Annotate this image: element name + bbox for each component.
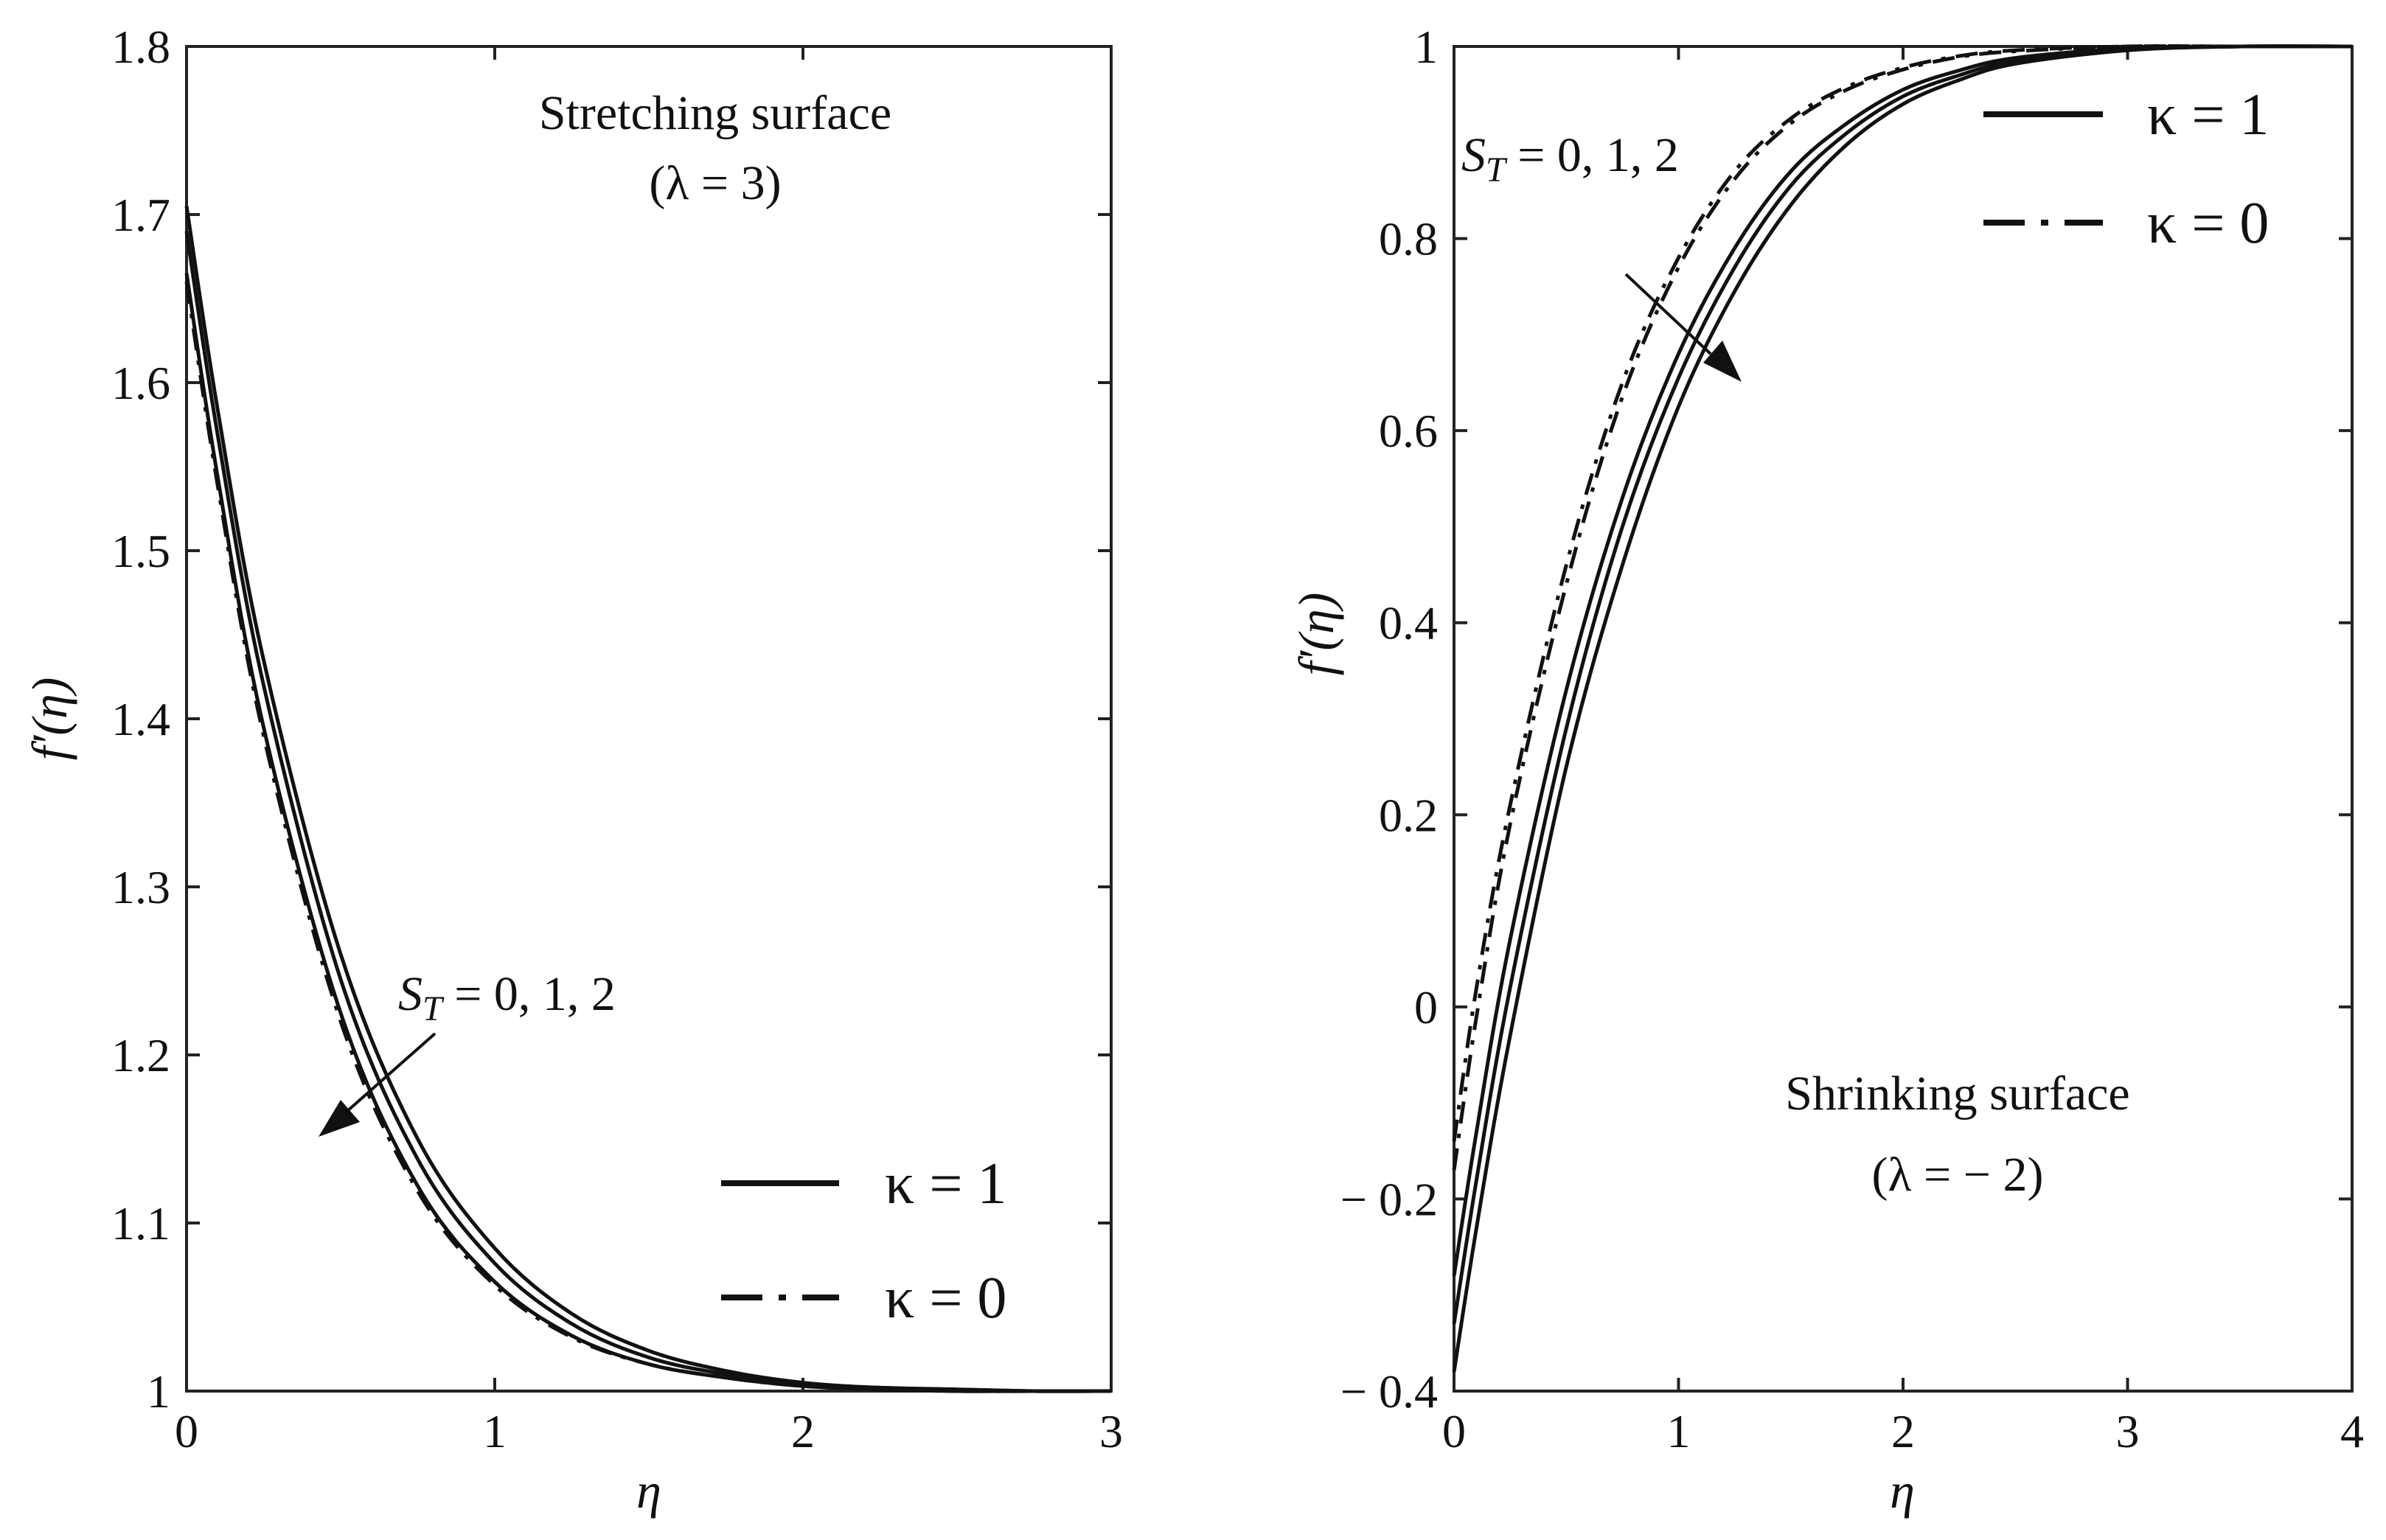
y-tick-label: 1 bbox=[147, 1365, 170, 1418]
y-tick-label: 1 bbox=[1414, 21, 1438, 73]
y-tick-label: 1.5 bbox=[111, 525, 170, 577]
series-line bbox=[184, 231, 1112, 1393]
series-line bbox=[1452, 44, 2352, 1142]
arrow-label-symbol: S bbox=[1461, 128, 1486, 182]
x-tick-label: 0 bbox=[1442, 1405, 1466, 1457]
y-tick-label: 1.8 bbox=[111, 21, 170, 73]
y-tick-label: 0.8 bbox=[1379, 213, 1438, 265]
x-tick-label: 1 bbox=[1667, 1405, 1691, 1457]
x-axis-label: η bbox=[1890, 1463, 1915, 1519]
y-tick-labels: 1 1.1 1.2 1.3 1.4 1.5 1.6 1.7 1.8 bbox=[111, 21, 170, 1418]
y-tick-label: 0.2 bbox=[1379, 789, 1438, 841]
y-tick-label: 1.6 bbox=[111, 357, 170, 409]
x-tick-label: 0 bbox=[175, 1405, 198, 1457]
arrow-label-values: = 0, 1, 2 bbox=[442, 967, 616, 1021]
arrow-head bbox=[319, 1100, 360, 1137]
curves bbox=[1452, 44, 2353, 1373]
legend: κ = 1 κ = 0 bbox=[1983, 83, 2269, 256]
arrow-label: ST = 0, 1, 2 bbox=[1461, 128, 1679, 189]
legend: κ = 1 κ = 0 bbox=[721, 1151, 1006, 1331]
y-axis-label: f′(η) bbox=[21, 677, 77, 761]
x-tick-label: 1 bbox=[483, 1405, 507, 1457]
y-tick-label: 0 bbox=[1414, 981, 1438, 1034]
legend-label-kappa-0: κ = 0 bbox=[2147, 191, 2269, 256]
x-axis-label: η bbox=[636, 1463, 661, 1519]
legend-label-kappa-1: κ = 1 bbox=[885, 1151, 1006, 1216]
x-tick-label: 4 bbox=[2340, 1405, 2364, 1457]
arrow-label-subscript: T bbox=[1486, 150, 1508, 189]
x-tick-label: 2 bbox=[791, 1405, 815, 1457]
x-tick-label: 3 bbox=[1099, 1405, 1123, 1457]
y-tick-label: 1.1 bbox=[111, 1197, 170, 1250]
y-tick-label: 0.6 bbox=[1379, 405, 1438, 457]
y-tick-label: 1.7 bbox=[111, 189, 170, 241]
curves bbox=[184, 206, 1112, 1393]
series-line bbox=[184, 273, 1111, 1393]
series-line bbox=[184, 281, 1111, 1393]
shrinking-surface-chart: 0 1 2 3 4 − 0.4 − 0.2 0 0.2 0.4 0.6 0.8 1 f′(η) η S… bbox=[1288, 21, 2364, 1519]
surface-param: (λ = 3) bbox=[649, 156, 781, 210]
series-line bbox=[1452, 44, 2353, 1373]
arrow-line bbox=[345, 1032, 436, 1113]
x-tick-labels: 0 1 2 3 bbox=[175, 1405, 1123, 1457]
y-tick-label: − 0.4 bbox=[1340, 1365, 1438, 1418]
arrow-label-subscript: T bbox=[422, 989, 445, 1028]
y-tick-label: 1.4 bbox=[111, 693, 170, 745]
x-tick-label: 3 bbox=[2116, 1405, 2140, 1457]
surface-param: (λ = − 2) bbox=[1872, 1148, 2044, 1202]
x-tick-label: 2 bbox=[1891, 1405, 1915, 1457]
arrow-label-symbol: S bbox=[398, 967, 422, 1021]
legend-label-kappa-1: κ = 1 bbox=[2147, 83, 2269, 147]
y-tick-label: − 0.2 bbox=[1340, 1173, 1438, 1225]
arrow-head bbox=[1703, 341, 1742, 382]
y-tick-label: 1.2 bbox=[111, 1029, 170, 1081]
surface-title: Stretching surface bbox=[539, 86, 891, 140]
x-tick-labels: 0 1 2 3 4 bbox=[1442, 1405, 2364, 1457]
y-tick-label: 1.3 bbox=[111, 861, 170, 913]
y-tick-label: 0.4 bbox=[1379, 597, 1438, 649]
y-tick-labels: − 0.4 − 0.2 0 0.2 0.4 0.6 0.8 1 bbox=[1340, 21, 1438, 1418]
series-line bbox=[1452, 44, 2352, 1171]
y-axis-label: f′(η) bbox=[1288, 593, 1344, 676]
legend-label-kappa-0: κ = 0 bbox=[885, 1266, 1006, 1331]
arrow-label: ST = 0, 1, 2 bbox=[398, 967, 616, 1028]
surface-title: Shrinking surface bbox=[1785, 1067, 2129, 1121]
arrow-label-values: = 0, 1, 2 bbox=[1506, 128, 1679, 182]
arrow-line bbox=[1624, 273, 1712, 355]
